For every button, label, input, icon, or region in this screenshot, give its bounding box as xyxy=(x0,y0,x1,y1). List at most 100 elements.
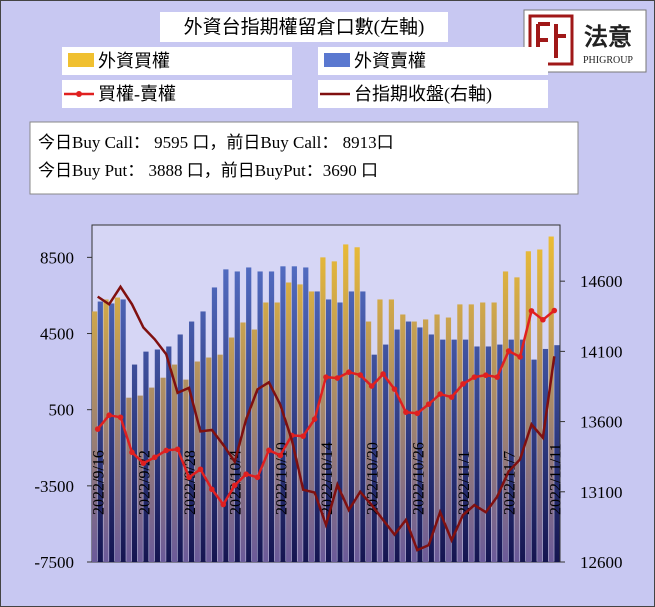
x-tick-label: 2022/11/1 xyxy=(456,451,473,515)
bar xyxy=(394,329,400,562)
bar xyxy=(371,354,377,562)
bar xyxy=(354,247,360,562)
marker xyxy=(277,452,284,459)
y-tick-label: 500 xyxy=(49,401,75,420)
bar xyxy=(194,361,200,562)
marker xyxy=(517,354,523,360)
marker xyxy=(186,474,192,481)
bar xyxy=(360,291,366,562)
bar xyxy=(343,244,349,562)
bar xyxy=(365,321,372,562)
bar xyxy=(405,321,412,562)
marker xyxy=(357,372,364,378)
marker xyxy=(209,486,215,493)
bar xyxy=(491,302,497,562)
info-line: 今日Buy Put： 3888 口，前日BuyPut：3690 口 xyxy=(38,161,378,180)
legend-bg xyxy=(62,80,292,108)
legend-label: 外資賣權 xyxy=(354,51,426,71)
bar xyxy=(143,351,149,562)
bar xyxy=(428,334,434,562)
bar xyxy=(303,267,309,562)
bar xyxy=(525,251,531,562)
bar xyxy=(286,282,292,562)
marker xyxy=(460,381,466,387)
bar xyxy=(423,319,429,562)
bar xyxy=(542,348,549,562)
marker xyxy=(448,394,455,400)
marker xyxy=(140,460,147,466)
logo-glyph xyxy=(536,22,566,58)
bar xyxy=(97,301,103,562)
y2-tick-label: 12600 xyxy=(580,553,623,572)
logo-sub: PHIGROUP xyxy=(583,55,633,66)
y2-tick-label: 13100 xyxy=(580,483,623,502)
legend-swatch xyxy=(76,91,82,97)
marker xyxy=(540,316,546,323)
bar xyxy=(217,354,223,562)
x-tick-label: 2022/10/10 xyxy=(273,442,290,515)
bar xyxy=(451,339,457,562)
bar xyxy=(411,321,417,562)
marker xyxy=(483,372,489,379)
bar xyxy=(171,364,178,562)
bar xyxy=(348,291,355,562)
bar xyxy=(502,271,509,562)
bar xyxy=(474,346,480,562)
marker xyxy=(323,374,329,380)
bar xyxy=(434,314,440,562)
bar xyxy=(548,236,554,562)
marker xyxy=(334,375,341,381)
bar xyxy=(480,302,486,562)
marker xyxy=(266,447,272,454)
y-tick-label: -3500 xyxy=(34,477,74,496)
plot: -7500 -3500 500 4500 8500 12600 13100 13600 1410… xyxy=(34,224,623,572)
bar xyxy=(120,299,126,562)
bar xyxy=(537,249,543,562)
y2-tick-label: 13600 xyxy=(580,413,623,432)
legend-bg xyxy=(318,47,548,75)
chart-title: 外資台指期權留倉口數(左軸) xyxy=(184,16,425,38)
marker xyxy=(151,454,158,461)
bar xyxy=(189,321,195,562)
x-tick-label: 2022/10/26 xyxy=(410,442,427,515)
marker xyxy=(243,471,249,478)
marker xyxy=(437,391,443,397)
bar xyxy=(320,257,326,562)
marker xyxy=(117,414,124,421)
bar xyxy=(131,364,138,562)
bar xyxy=(274,302,280,562)
bar xyxy=(308,291,315,562)
bar xyxy=(514,277,520,562)
marker xyxy=(346,369,352,375)
bar xyxy=(240,322,246,562)
x-tick-label: 2022/11/11 xyxy=(547,443,564,515)
legend-label: 台指期收盤(右軸) xyxy=(354,84,492,105)
bar xyxy=(468,304,474,562)
x-tick-label: 2022/9/16 xyxy=(91,450,108,515)
bar xyxy=(337,302,343,562)
bar xyxy=(160,377,166,562)
bar xyxy=(377,299,383,562)
bar xyxy=(206,357,212,562)
bar xyxy=(228,337,235,562)
bar xyxy=(223,269,229,562)
marker xyxy=(505,348,512,354)
legend-label: 外資買權 xyxy=(98,51,170,71)
marker xyxy=(414,410,421,417)
marker xyxy=(220,501,227,508)
marker xyxy=(528,308,535,314)
y-tick-label: -7500 xyxy=(34,553,74,572)
bar xyxy=(400,314,406,562)
x-tick-label: 2022/9/22 xyxy=(136,450,153,515)
marker xyxy=(106,412,112,419)
marker xyxy=(471,374,478,380)
legend-bg xyxy=(318,80,548,108)
y2-tick-label: 14600 xyxy=(580,272,623,291)
bar xyxy=(114,297,121,562)
bar xyxy=(462,339,469,562)
title-box xyxy=(160,12,448,42)
bar xyxy=(200,311,206,562)
bar xyxy=(263,302,269,562)
